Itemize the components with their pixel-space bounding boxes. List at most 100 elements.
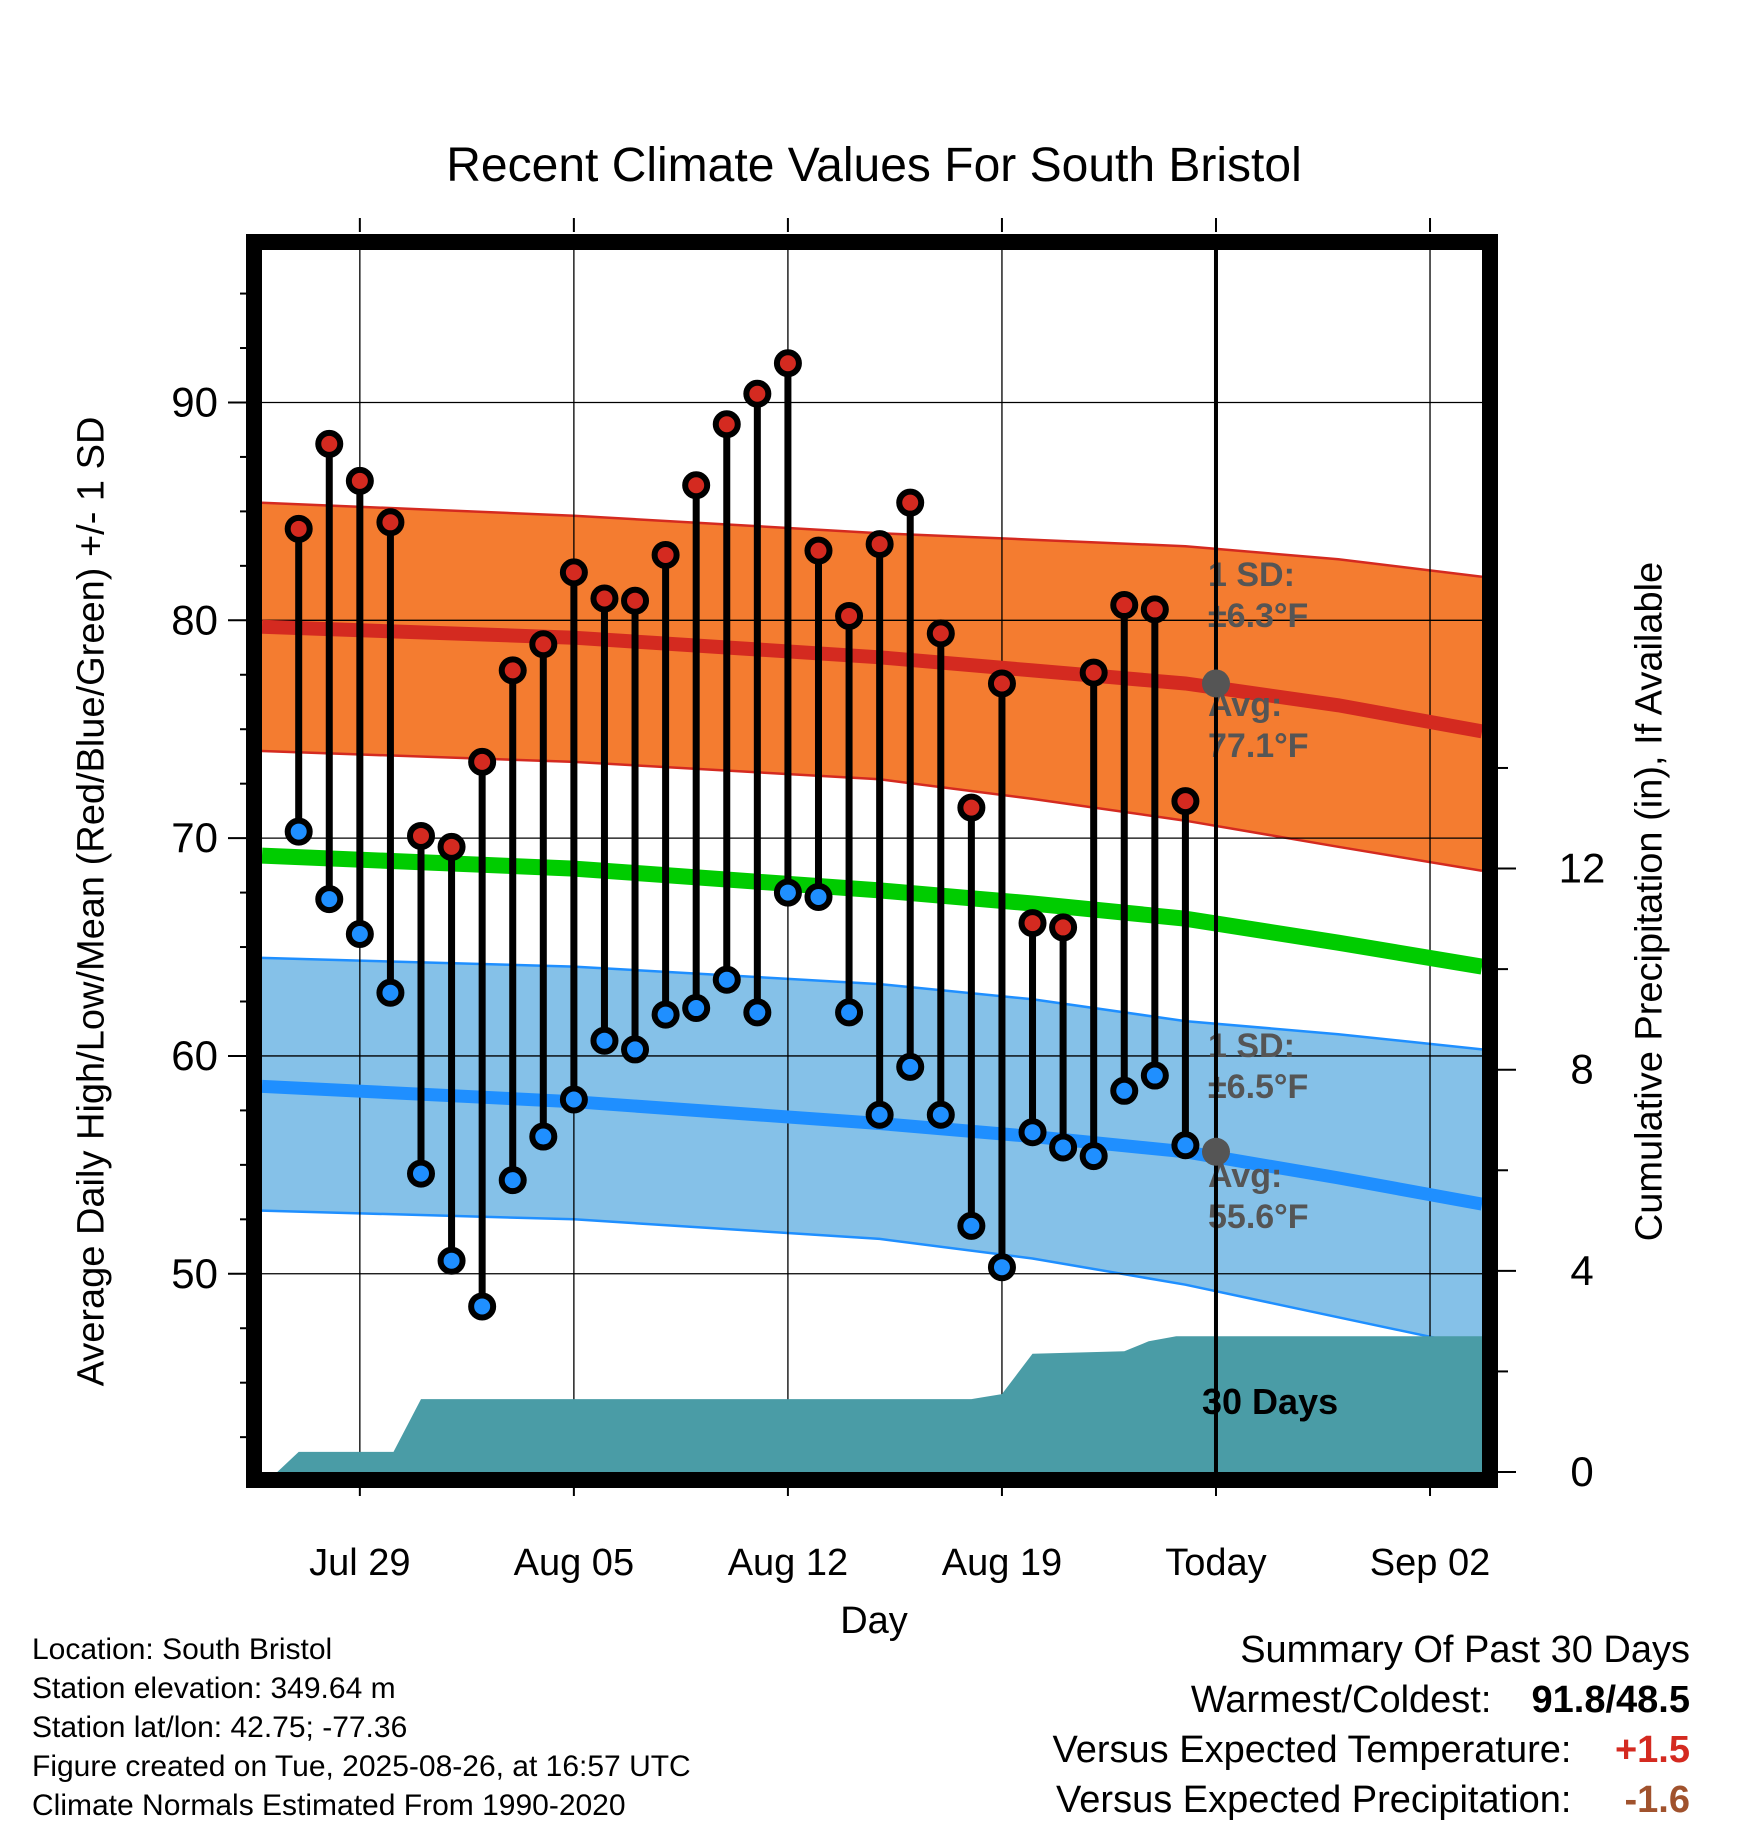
daily-low-point <box>896 1052 925 1081</box>
daily-low-point <box>437 1246 466 1275</box>
warmest-coldest-row: Warmest/Coldest: 91.8/48.5 <box>1053 1675 1690 1725</box>
x-tick-label: Today <box>1165 1542 1266 1584</box>
y-tick-label: 90 <box>171 378 218 425</box>
daily-high-point <box>835 601 864 630</box>
daily-low-point <box>529 1122 558 1151</box>
x-tick-label: Aug 19 <box>942 1542 1062 1584</box>
daily-low-point <box>1171 1131 1200 1160</box>
today-window-label: 30 Days <box>1202 1381 1338 1422</box>
today-low-normal-dot <box>1201 1137 1230 1166</box>
daily-low-point <box>1140 1061 1169 1090</box>
cumulative-precip-area <box>277 1336 1482 1472</box>
daily-high-point <box>376 508 405 537</box>
daily-low-point <box>468 1292 497 1321</box>
daily-low-point <box>621 1035 650 1064</box>
daily-low-point <box>376 978 405 1007</box>
daily-high-point <box>651 540 680 569</box>
daily-high-point <box>1171 787 1200 816</box>
daily-high-point <box>406 821 435 850</box>
y-tick-label: 70 <box>171 814 218 861</box>
precip-anomaly-value: -1.6 <box>1624 1779 1690 1821</box>
x-tick-label: Jul 29 <box>309 1542 410 1584</box>
precip-anomaly-row: Versus Expected Precipitation: -1.6 <box>1053 1775 1690 1825</box>
low-sd-band <box>262 957 1482 1348</box>
precip-anomaly-label: Versus Expected Precipitation: <box>1056 1779 1572 1821</box>
station-info: Location: South Bristol Station elevatio… <box>32 1630 691 1825</box>
daily-markers <box>284 349 1200 1321</box>
low-sd-value: ±6.5°F <box>1208 1068 1308 1106</box>
daily-high-point <box>498 656 527 685</box>
daily-low-point <box>498 1166 527 1195</box>
axes: Jul 29 Aug 05 Aug 12 Aug 19 Today Sep 02 50 60 7… <box>171 218 1605 1584</box>
x-axis-label: Day <box>840 1600 908 1642</box>
daily-high-point <box>529 630 558 659</box>
low-sd-label: 1 SD: <box>1208 1027 1295 1065</box>
y2-tick-label: 4 <box>1570 1247 1593 1294</box>
daily-high-point <box>315 429 344 458</box>
daily-high-point <box>559 558 588 587</box>
daily-high-point <box>804 536 833 565</box>
daily-low-point <box>957 1211 986 1240</box>
daily-low-point <box>773 878 802 907</box>
daily-low-point <box>1049 1133 1078 1162</box>
summary-panel: Summary Of Past 30 Days Warmest/Coldest:… <box>1053 1625 1690 1825</box>
temp-anomaly-label: Versus Expected Temperature: <box>1052 1729 1572 1771</box>
daily-high-point <box>743 379 772 408</box>
daily-high-point <box>1110 591 1139 620</box>
daily-low-point <box>926 1100 955 1129</box>
daily-high-point <box>896 488 925 517</box>
high-sd-value: ±6.3°F <box>1208 597 1308 635</box>
daily-low-point <box>284 817 313 846</box>
daily-low-point <box>743 998 772 1027</box>
daily-low-point <box>559 1085 588 1114</box>
high-avg-value: 77.1°F <box>1208 727 1309 765</box>
y2-tick-label: 12 <box>1559 845 1606 892</box>
chart-title: Recent Climate Values For South Bristol <box>446 139 1302 192</box>
y-tick-label: 80 <box>171 596 218 643</box>
x-tick-label: Sep 02 <box>1370 1542 1490 1584</box>
y2-tick-label: 8 <box>1570 1046 1593 1093</box>
daily-low-point <box>406 1159 435 1188</box>
created-text: Figure created on Tue, 2025-08-26, at 16… <box>32 1750 691 1783</box>
high-sd-label: 1 SD: <box>1208 556 1295 594</box>
high-sd-band <box>262 502 1482 871</box>
daily-low-point <box>1079 1142 1108 1171</box>
summary-heading: Summary Of Past 30 Days <box>1240 1629 1690 1671</box>
x-tick-label: Aug 12 <box>728 1542 848 1584</box>
today-high-normal-dot <box>1201 669 1230 698</box>
daily-high-point <box>682 471 711 500</box>
y2-tick-label: 0 <box>1570 1448 1593 1495</box>
daily-low-point <box>1018 1118 1047 1147</box>
y-tick-label: 50 <box>171 1250 218 1297</box>
daily-high-point <box>773 349 802 378</box>
daily-high-point <box>1079 658 1108 687</box>
daily-high-point <box>590 584 619 613</box>
mean-normal-line <box>262 847 1482 975</box>
y2-axis-label: Cumulative Precipitation (in), If Availa… <box>1628 561 1671 1242</box>
daily-high-point <box>345 466 374 495</box>
daily-low-point <box>682 994 711 1023</box>
daily-high-point <box>957 793 986 822</box>
daily-low-point <box>1110 1076 1139 1105</box>
daily-high-point <box>1018 909 1047 938</box>
daily-low-point <box>804 882 833 911</box>
plot-frame <box>246 234 1498 1488</box>
temp-anomaly-row: Versus Expected Temperature: +1.5 <box>1053 1725 1690 1775</box>
daily-low-point <box>835 998 864 1027</box>
daily-high-point <box>621 586 650 615</box>
low-avg-value: 55.6°F <box>1208 1198 1309 1236</box>
today-marker <box>1201 250 1230 1472</box>
daily-low-point <box>345 919 374 948</box>
latlon-text: Station lat/lon: 42.75; -77.36 <box>32 1711 408 1744</box>
precip-area <box>277 1336 1482 1472</box>
daily-low-point <box>651 1000 680 1029</box>
elevation-text: Station elevation: 349.64 m <box>32 1672 396 1705</box>
daily-high-point <box>865 530 894 559</box>
daily-low-point <box>315 885 344 914</box>
daily-high-point <box>987 669 1016 698</box>
daily-stems <box>295 363 1189 1307</box>
daily-high-point <box>1140 595 1169 624</box>
normals-text: Climate Normals Estimated From 1990-2020 <box>32 1789 626 1822</box>
daily-high-point <box>712 410 741 439</box>
